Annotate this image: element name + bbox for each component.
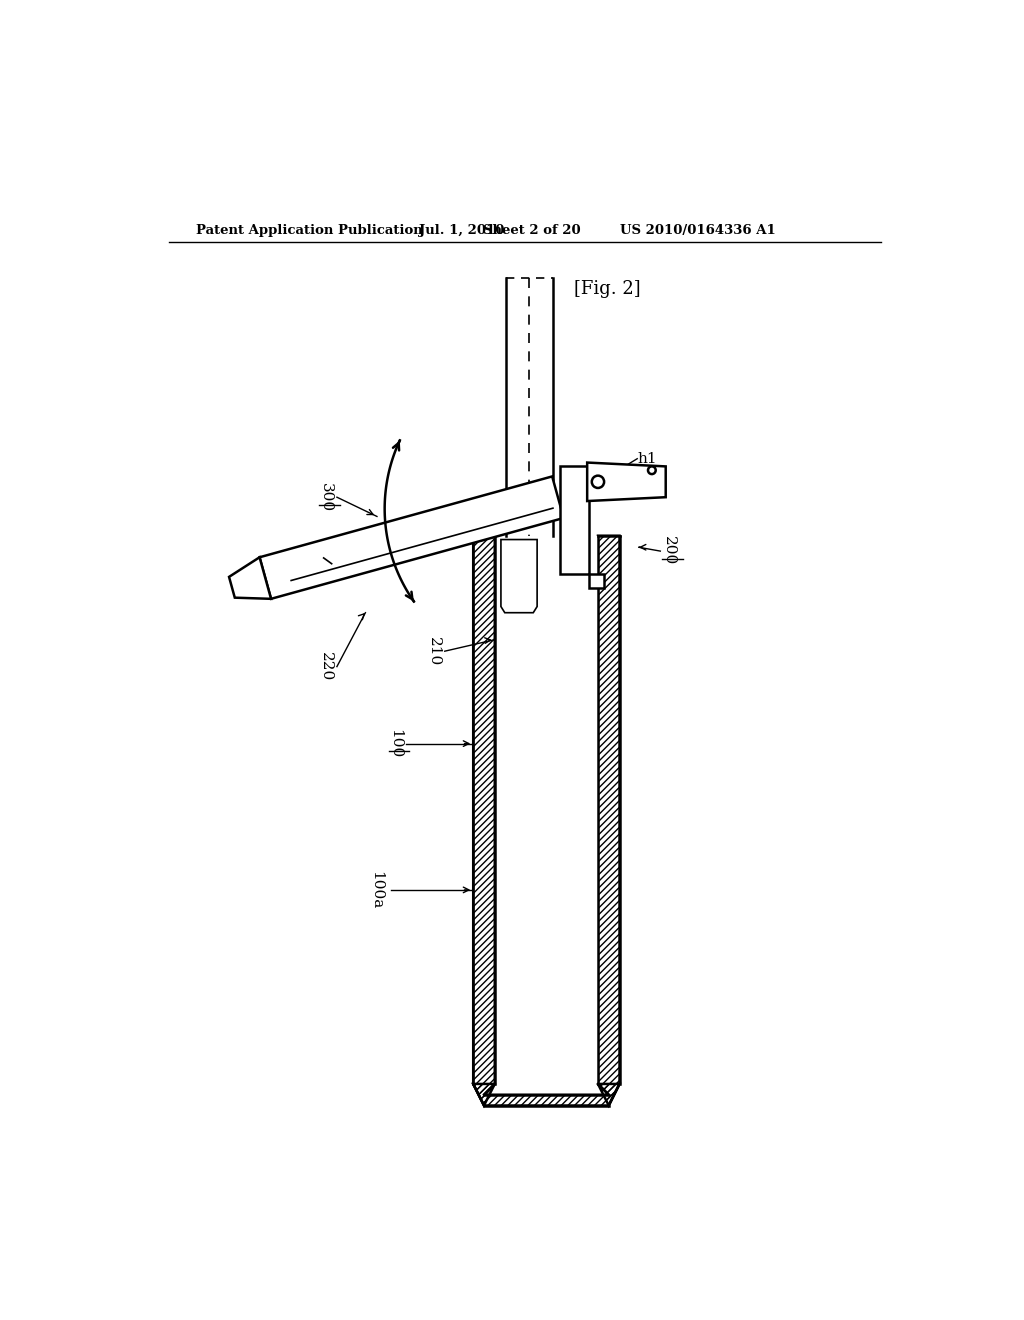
Polygon shape: [589, 574, 604, 589]
Text: 200: 200: [662, 536, 676, 566]
Polygon shape: [495, 536, 598, 1084]
Polygon shape: [501, 540, 538, 612]
Polygon shape: [587, 462, 666, 502]
Text: h1: h1: [637, 451, 656, 466]
Text: [Fig. 2]: [Fig. 2]: [574, 280, 641, 298]
Text: 100: 100: [388, 729, 402, 758]
Text: 210: 210: [427, 636, 441, 665]
Text: Patent Application Publication: Patent Application Publication: [196, 223, 423, 236]
Text: 100a: 100a: [370, 871, 383, 909]
Text: US 2010/0164336 A1: US 2010/0164336 A1: [621, 223, 776, 236]
Polygon shape: [229, 557, 271, 599]
Polygon shape: [259, 477, 563, 599]
Polygon shape: [560, 466, 589, 574]
Text: 300: 300: [319, 483, 333, 512]
Text: 220: 220: [319, 652, 333, 681]
Circle shape: [592, 475, 604, 488]
Text: Jul. 1, 2010: Jul. 1, 2010: [419, 223, 505, 236]
Circle shape: [648, 466, 655, 474]
Text: Sheet 2 of 20: Sheet 2 of 20: [483, 223, 581, 236]
